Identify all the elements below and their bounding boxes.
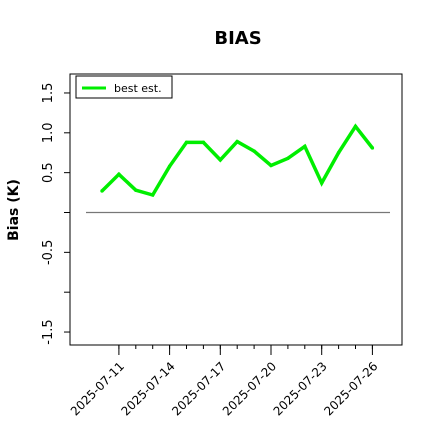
data-point <box>235 139 239 144</box>
legend: best est. <box>75 75 173 99</box>
series-layer <box>100 123 375 198</box>
data-point <box>218 158 222 162</box>
legend-label: best est. <box>114 82 162 95</box>
y-tick-label: -1.5 <box>41 319 56 344</box>
data-point <box>353 124 358 129</box>
data-point <box>252 149 256 153</box>
data-point <box>151 193 155 197</box>
data-point <box>134 188 138 192</box>
series-line <box>100 123 374 198</box>
plot-area-frame <box>69 73 403 346</box>
data-point <box>370 146 375 150</box>
data-point <box>269 163 273 168</box>
data-point <box>201 140 206 145</box>
y-tick-label: 1.0 <box>41 122 56 143</box>
legend-box <box>75 75 173 99</box>
data-point <box>303 144 307 149</box>
x-axis: 2025-07-112025-07-142025-07-172025-07-20… <box>68 345 381 418</box>
y-tick-label: 1.5 <box>41 83 56 104</box>
chart-title: BIAS <box>214 28 261 49</box>
data-point <box>117 172 121 176</box>
data-point <box>100 189 104 193</box>
data-point <box>320 181 324 185</box>
data-point <box>336 151 341 155</box>
data-point <box>184 140 189 145</box>
data-point <box>167 164 172 168</box>
y-tick-label: -0.5 <box>41 240 56 265</box>
y-tick-label: 0.5 <box>41 162 56 183</box>
y-axis: -1.5 -0.5 0.5 1.0 1.5 <box>41 83 70 345</box>
x-tick-label: 2025-07-26 <box>321 359 380 418</box>
data-point <box>286 156 290 161</box>
y-axis-label: Bias (K) <box>6 179 22 241</box>
